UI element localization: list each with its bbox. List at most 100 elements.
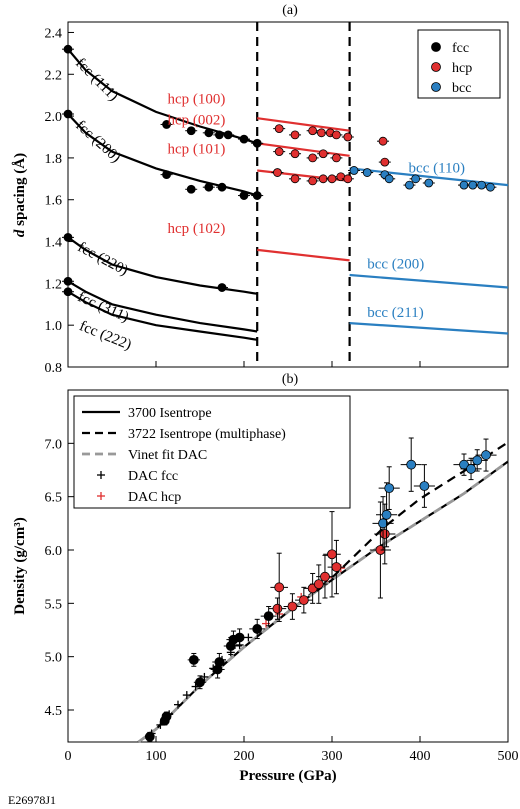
panel-a-legend-label: fcc xyxy=(452,41,469,56)
panel-a-line-fcc xyxy=(67,236,258,295)
panel-b-axes: 0 100 200 300 400 500 4.5 5.0 5.5 6.0 6.5 7.0 xyxy=(45,437,519,764)
panel-b-point-hcp xyxy=(272,603,283,614)
panel-a-point-hcp xyxy=(378,136,388,146)
panel-a-annotation: bcc (110) xyxy=(409,161,466,177)
panel-a-line-fcc xyxy=(67,280,258,333)
panel-a-y-axis-title-italic: d xyxy=(12,229,28,237)
panel-b-point-fcc xyxy=(188,654,199,665)
panel-a-line-hcp xyxy=(257,117,350,132)
panel-a-legend-label: hcp xyxy=(452,61,472,76)
panel-a-point-hcp xyxy=(308,153,318,163)
panel-b-legend: 3700 Isentrope 3722 Isentrope (multiphase… xyxy=(73,395,351,509)
panel-a-point-fcc xyxy=(217,182,227,192)
panel-b-point-hcp xyxy=(331,562,342,572)
panel-b-y-tick-label: 7.0 xyxy=(45,437,63,452)
panel-b-legend-label: 3700 Isentrope xyxy=(128,406,212,421)
panel-a-legend-marker-fcc xyxy=(431,42,441,52)
panel-a-point-fcc xyxy=(63,232,73,242)
panel-b-x-tick-label: 200 xyxy=(234,749,255,764)
panel-a-y-axis: 0.8 1.0 1.2 1.4 1.6 1.8 2.0 2.2 2.4 xyxy=(45,26,509,376)
panel-a-point-bcc xyxy=(477,180,487,190)
panel-b-legend-marker xyxy=(97,471,105,479)
panel-a-data-points xyxy=(62,44,497,297)
panel-a-point-hcp xyxy=(308,126,318,136)
panel-a-point-hcp xyxy=(343,132,353,142)
panel-a-point-fcc xyxy=(204,182,214,192)
panel-a-point-bcc xyxy=(405,180,414,190)
panel-a-annotation: fcc (111) xyxy=(72,55,121,104)
panel-a-point-fcc xyxy=(63,287,73,297)
panel-b-legend-box xyxy=(73,395,351,509)
panel-a-y-tick-label: 2.4 xyxy=(45,26,63,41)
panel-a-annotation: bcc (211) xyxy=(367,305,424,321)
panel-b-x-tick-label: 300 xyxy=(322,749,343,764)
panel-b-legend-label: 3722 Isentrope (multiphase) xyxy=(128,427,286,442)
panel-a-y-tick-label: 1.4 xyxy=(45,236,63,251)
panel-a-y-tick-label: 1.0 xyxy=(45,319,63,334)
panel-b-dac-fcc-marker xyxy=(174,700,182,709)
panel-a-line-bcc xyxy=(349,273,509,289)
panel-b-point-hcp xyxy=(274,582,285,593)
panel-a-y-tick-label: 2.2 xyxy=(45,68,63,83)
panel-b-point-hcp xyxy=(379,529,390,539)
panel-a-point-hcp xyxy=(327,174,337,184)
panel-a-point-fcc xyxy=(63,44,73,54)
panel-b-x-tick-label: 100 xyxy=(146,749,167,764)
panel-a-y-tick-label: 2.0 xyxy=(45,110,63,125)
panel-b-point-bcc xyxy=(384,483,395,494)
panel-a-point-fcc xyxy=(63,276,73,286)
panel-a-point-fcc xyxy=(239,134,249,144)
panel-b-point-hcp xyxy=(313,579,324,590)
panel-b-point-hcp xyxy=(327,549,337,560)
panel-b-data-points xyxy=(144,437,497,742)
panel-a-legend-marker-bcc xyxy=(431,82,441,92)
panel-a-point-fcc xyxy=(162,120,171,129)
panel-a-point-fcc xyxy=(223,130,233,140)
panel-b-point-fcc xyxy=(161,711,172,722)
panel-a-point-fcc xyxy=(204,128,214,138)
panel-a-y-tick-label: 0.8 xyxy=(45,361,63,376)
panel-b-point-fcc xyxy=(263,611,274,622)
panel-a: (a) 0.8 1.0 1.2 1.4 1.6 1.8 2.0 2.2 2.4 d spacin… xyxy=(12,3,509,376)
panel-a-point-fcc xyxy=(63,109,73,119)
panel-b-legend-label: DAC hcp xyxy=(128,490,181,505)
panel-b-point-fcc xyxy=(195,677,205,688)
panel-a-point-hcp xyxy=(331,153,341,163)
panel-b-point-bcc xyxy=(419,481,430,491)
panel-a-legend-label: bcc xyxy=(452,81,471,96)
panel-a-point-hcp xyxy=(290,130,300,140)
panel-b-point-fcc xyxy=(144,731,155,742)
panel-a-frame xyxy=(67,21,509,368)
panel-a-point-bcc xyxy=(349,166,359,175)
panel-b-point-fcc xyxy=(252,624,263,634)
panel-b-point-bcc xyxy=(381,509,392,520)
panel-b-y-tick-label: 6.5 xyxy=(45,491,63,506)
panel-a-annotation: bcc (200) xyxy=(367,257,424,273)
panel-a-point-fcc xyxy=(186,126,196,136)
panel-a-label: (a) xyxy=(282,3,298,18)
panel-b-y-tick-label: 4.5 xyxy=(45,704,63,719)
panel-a-annotation: hcp (100) xyxy=(167,92,225,108)
panel-a-y-axis-title-rest: spacing (Å) xyxy=(12,153,28,230)
panel-a-annotation: fcc (220) xyxy=(75,239,131,279)
panel-b-point-bcc xyxy=(472,455,483,466)
panel-a-annotation: hcp (102) xyxy=(167,221,225,237)
panel-b-label: (b) xyxy=(282,372,299,387)
panel-a-line-hcp xyxy=(257,248,350,262)
panel-b-x-axis-title: Pressure (GPa) xyxy=(239,768,336,784)
panel-a-point-hcp xyxy=(290,149,300,159)
panel-b-x-tick-label: 400 xyxy=(410,749,431,764)
panel-b-point-hcp xyxy=(320,571,330,582)
panel-a-point-hcp xyxy=(380,157,390,167)
panel-a-line-fcc xyxy=(67,290,258,341)
panel-a-point-bcc xyxy=(411,174,421,184)
panel-b-legend-label: Vinet fit DAC xyxy=(128,448,207,463)
panel-b-y-axis-title: Density (g/cm³) xyxy=(12,517,28,614)
panel-a-point-bcc xyxy=(468,180,478,190)
panel-b-y-tick-label: 6.0 xyxy=(45,544,63,559)
panel-a-legend: fcc hcp bcc xyxy=(417,29,501,99)
panel-a-point-bcc xyxy=(485,182,495,192)
panel-a-point-hcp xyxy=(290,174,300,184)
panel-a-point-hcp xyxy=(308,176,318,186)
